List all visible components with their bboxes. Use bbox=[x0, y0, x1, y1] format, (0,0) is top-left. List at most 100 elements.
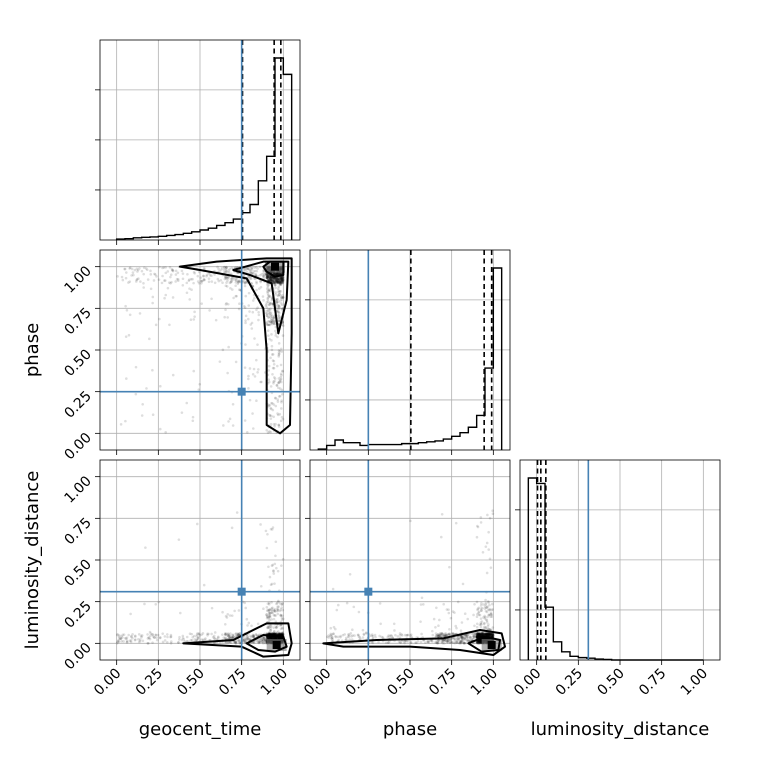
sample-point bbox=[273, 636, 276, 640]
sample-point bbox=[216, 265, 219, 269]
sample-point bbox=[278, 349, 282, 353]
sample-point bbox=[224, 632, 228, 635]
sample-point bbox=[248, 638, 252, 641]
sample-point bbox=[208, 274, 212, 277]
sample-point bbox=[275, 279, 279, 282]
sample-point bbox=[248, 310, 251, 313]
sample-point bbox=[273, 281, 276, 285]
sample-point bbox=[277, 305, 281, 308]
sample-point bbox=[272, 316, 275, 319]
sample-point bbox=[479, 625, 483, 629]
sample-point bbox=[272, 359, 276, 363]
sample-point bbox=[281, 334, 285, 337]
sample-point bbox=[270, 344, 274, 348]
sample-point bbox=[270, 636, 274, 639]
sample-point bbox=[234, 640, 237, 643]
sample-point bbox=[119, 423, 123, 426]
sample-point bbox=[281, 279, 285, 283]
sample-point bbox=[276, 279, 280, 282]
sample-point bbox=[279, 276, 283, 280]
sample-point bbox=[361, 628, 365, 632]
sample-point bbox=[127, 281, 130, 284]
sample-point bbox=[488, 557, 492, 561]
sample-point bbox=[274, 632, 278, 636]
sample-point bbox=[280, 626, 284, 629]
sample-point bbox=[187, 278, 191, 281]
sample-point bbox=[180, 411, 184, 414]
sample-point bbox=[236, 282, 240, 286]
sample-point bbox=[265, 276, 269, 279]
sample-point bbox=[268, 337, 271, 341]
histogram-phase bbox=[317, 267, 503, 450]
sample-point bbox=[260, 640, 264, 644]
sample-point bbox=[270, 632, 273, 636]
sample-point bbox=[277, 349, 281, 352]
sample-point bbox=[277, 314, 280, 317]
sample-point bbox=[118, 634, 121, 637]
sample-point bbox=[484, 633, 487, 636]
sample-point bbox=[265, 309, 268, 313]
sample-point bbox=[266, 284, 270, 287]
sample-point bbox=[352, 605, 356, 609]
sample-point bbox=[267, 323, 271, 327]
sample-point bbox=[279, 278, 282, 282]
sample-point bbox=[274, 397, 277, 400]
sample-point bbox=[488, 603, 491, 607]
sample-point bbox=[247, 638, 251, 641]
sample-point bbox=[267, 276, 271, 280]
sample-point bbox=[253, 296, 256, 300]
sample-point bbox=[197, 635, 200, 639]
sample-point bbox=[480, 632, 484, 635]
sample-point bbox=[262, 638, 265, 642]
sample-point bbox=[246, 636, 250, 639]
sample-point bbox=[155, 275, 158, 278]
sample-point bbox=[279, 281, 283, 285]
sample-point bbox=[436, 641, 440, 645]
sample-point bbox=[273, 283, 277, 287]
sample-point bbox=[155, 638, 159, 642]
sample-point bbox=[273, 279, 277, 283]
sample-point bbox=[272, 279, 276, 283]
sample-point bbox=[135, 278, 138, 282]
sample-point bbox=[129, 640, 133, 644]
sample-point bbox=[279, 280, 283, 283]
sample-point bbox=[273, 284, 277, 287]
sample-point bbox=[274, 277, 278, 281]
sample-point bbox=[274, 280, 277, 283]
sample-point bbox=[251, 310, 255, 314]
sample-point bbox=[272, 277, 276, 281]
sample-point bbox=[265, 321, 268, 324]
sample-point bbox=[281, 278, 285, 282]
sample-point bbox=[258, 640, 262, 644]
sample-point bbox=[225, 281, 228, 284]
sample-point bbox=[226, 279, 229, 282]
sample-point bbox=[230, 636, 234, 639]
sample-point bbox=[448, 565, 451, 569]
sample-point bbox=[218, 360, 222, 363]
sample-point bbox=[277, 632, 281, 635]
sample-point bbox=[435, 606, 438, 610]
sample-point bbox=[271, 322, 275, 326]
sample-point bbox=[273, 320, 276, 324]
sample-point bbox=[419, 640, 423, 644]
sample-point bbox=[269, 628, 272, 632]
sample-point bbox=[225, 270, 229, 274]
sample-point bbox=[212, 636, 216, 640]
sample-point bbox=[271, 632, 274, 636]
sample-point bbox=[484, 601, 488, 605]
sample-point bbox=[279, 375, 283, 379]
sample-point bbox=[225, 266, 228, 269]
sample-point bbox=[272, 272, 276, 275]
sample-point bbox=[357, 610, 361, 614]
sample-point bbox=[485, 606, 489, 609]
sample-point bbox=[221, 281, 224, 285]
sample-point bbox=[267, 369, 270, 372]
sample-point bbox=[238, 288, 242, 292]
sample-point bbox=[228, 636, 231, 640]
sample-point bbox=[125, 377, 128, 380]
sample-point bbox=[124, 419, 127, 423]
sample-point bbox=[249, 269, 253, 272]
sample-point bbox=[148, 630, 152, 634]
sample-point bbox=[202, 274, 205, 278]
sample-point bbox=[133, 635, 137, 638]
